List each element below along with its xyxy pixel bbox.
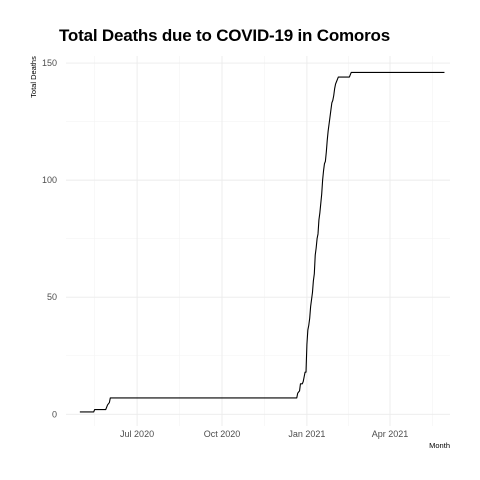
chart-title: Total Deaths due to COVID-19 in Comoros xyxy=(59,26,390,45)
y-tick-label: 100 xyxy=(42,175,57,185)
major-gridlines xyxy=(66,56,450,426)
minor-gridlines xyxy=(66,56,450,426)
x-tick-label: Oct 2020 xyxy=(204,429,241,439)
y-tick-label: 50 xyxy=(47,292,57,302)
y-tick-label: 150 xyxy=(42,58,57,68)
x-axis-ticks: Jul 2020 Oct 2020 Jan 2021 Apr 2021 xyxy=(120,429,408,439)
y-tick-label: 0 xyxy=(52,409,57,419)
x-tick-label: Apr 2021 xyxy=(372,429,409,439)
x-axis-title: Month xyxy=(429,441,450,450)
y-axis-title: Total Deaths xyxy=(29,56,38,98)
x-tick-label: Jul 2020 xyxy=(120,429,154,439)
series-line-total-deaths xyxy=(79,71,445,413)
x-tick-label: Jan 2021 xyxy=(288,429,325,439)
y-axis-ticks: 0 50 100 150 xyxy=(42,58,57,419)
